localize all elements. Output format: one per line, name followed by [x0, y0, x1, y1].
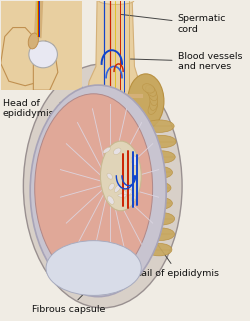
- Ellipse shape: [148, 102, 157, 114]
- Ellipse shape: [150, 97, 158, 110]
- Text: Head of
epididymis: Head of epididymis: [3, 97, 89, 118]
- Ellipse shape: [114, 185, 121, 192]
- Ellipse shape: [118, 194, 126, 197]
- Polygon shape: [87, 1, 141, 96]
- Ellipse shape: [128, 74, 164, 129]
- Ellipse shape: [131, 156, 138, 166]
- Ellipse shape: [148, 228, 174, 240]
- Ellipse shape: [107, 173, 112, 179]
- Ellipse shape: [99, 0, 134, 4]
- Ellipse shape: [146, 243, 172, 256]
- Ellipse shape: [144, 166, 172, 179]
- Ellipse shape: [147, 151, 175, 163]
- Ellipse shape: [109, 183, 114, 190]
- Text: Tail of epididymis: Tail of epididymis: [137, 243, 219, 278]
- Ellipse shape: [146, 85, 156, 96]
- Text: Fibrous capsule: Fibrous capsule: [32, 281, 106, 314]
- Ellipse shape: [100, 141, 141, 211]
- Ellipse shape: [126, 190, 132, 195]
- Text: Spermatic
cord: Spermatic cord: [121, 14, 226, 34]
- Ellipse shape: [107, 196, 114, 204]
- Ellipse shape: [122, 183, 129, 189]
- Ellipse shape: [142, 84, 154, 93]
- Ellipse shape: [46, 241, 141, 295]
- Ellipse shape: [114, 148, 121, 154]
- Ellipse shape: [30, 85, 166, 297]
- Ellipse shape: [143, 182, 171, 194]
- Text: Blood vessels
and nerves: Blood vessels and nerves: [130, 52, 242, 71]
- Ellipse shape: [122, 193, 126, 199]
- Ellipse shape: [147, 135, 176, 148]
- Ellipse shape: [35, 94, 152, 283]
- Ellipse shape: [132, 196, 135, 201]
- Ellipse shape: [126, 189, 133, 195]
- Ellipse shape: [103, 147, 110, 153]
- Ellipse shape: [145, 120, 174, 132]
- Ellipse shape: [148, 213, 174, 225]
- Ellipse shape: [145, 197, 172, 210]
- Ellipse shape: [127, 184, 133, 189]
- Ellipse shape: [150, 92, 158, 106]
- Ellipse shape: [148, 88, 157, 101]
- Ellipse shape: [122, 190, 126, 198]
- Ellipse shape: [23, 64, 182, 308]
